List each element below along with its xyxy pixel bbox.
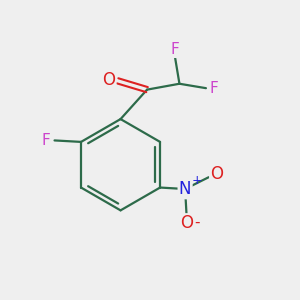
Text: F: F: [171, 42, 179, 57]
Text: O: O: [210, 165, 224, 183]
Text: +: +: [192, 174, 202, 187]
Text: -: -: [194, 214, 200, 230]
Text: O: O: [102, 71, 115, 89]
Text: N: N: [179, 180, 191, 198]
Text: O: O: [180, 214, 193, 232]
Text: F: F: [42, 133, 51, 148]
Text: F: F: [210, 81, 219, 96]
